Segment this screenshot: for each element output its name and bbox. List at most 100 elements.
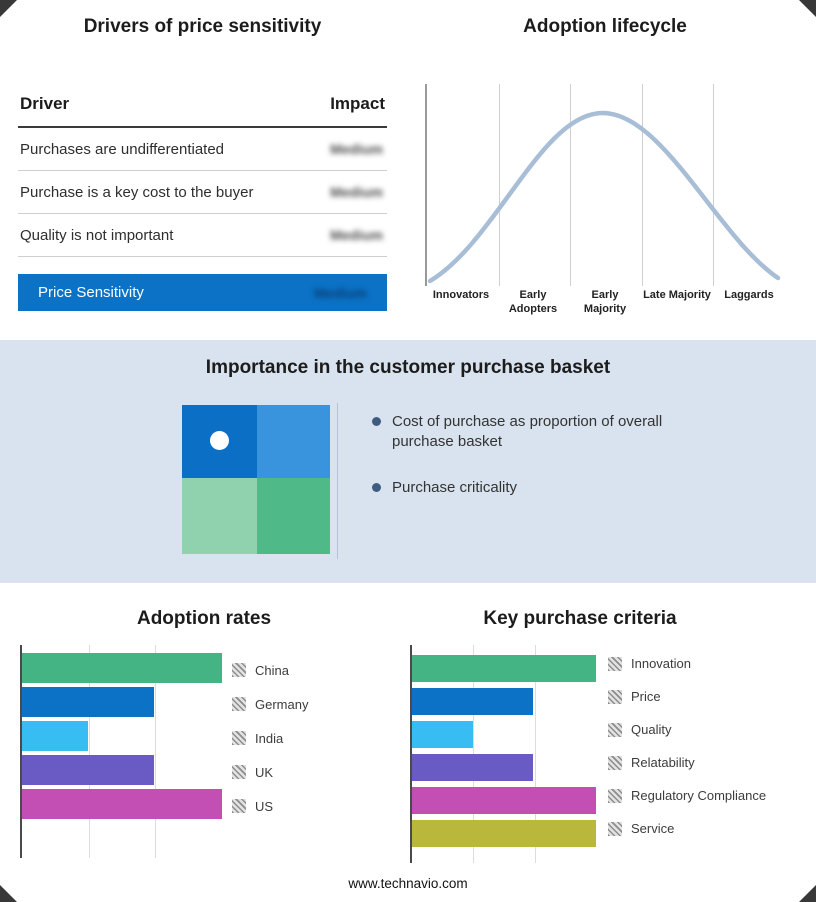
quadrant-top-right: [257, 405, 330, 478]
key-purchase-criteria-title: Key purchase criteria: [483, 608, 677, 629]
legend-swatch-icon: [232, 731, 246, 745]
adoption-curve: [427, 110, 781, 284]
adoption-rates-legend: China Germany India UK US: [232, 653, 308, 823]
bar-germany: [22, 687, 154, 717]
legend-swatch-icon: [608, 755, 622, 770]
legend-label: Price: [631, 689, 661, 704]
legend-swatch-icon: [232, 799, 246, 813]
legend-item: US: [232, 789, 308, 823]
key-purchase-criteria-panel: Key purchase criteria Innovation Price Q…: [400, 600, 816, 863]
legend-label: Service: [631, 821, 675, 836]
gridline: [498, 84, 500, 286]
legend-swatch-icon: [232, 765, 246, 779]
corner-decoration: [0, 885, 17, 902]
column-header-driver: Driver: [20, 94, 70, 113]
legend-label: Relatability: [631, 755, 695, 770]
table-row: Purchases are undifferentiated Medium: [18, 128, 387, 171]
lifecycle-title: Adoption lifecycle: [523, 16, 687, 37]
adoption-rates-title: Adoption rates: [136, 608, 272, 629]
bar-uk: [22, 755, 154, 785]
gridline: [155, 645, 157, 858]
corner-decoration: [799, 885, 816, 902]
column-header-impact: Impact: [330, 94, 385, 113]
price-sensitivity-value-redacted: Medium: [314, 284, 367, 301]
basket-title: Importance in the customer purchase bask…: [205, 357, 611, 378]
gridline: [641, 84, 643, 286]
bar-india: [22, 721, 88, 751]
quadrant-bottom-left: [182, 478, 257, 554]
legend-label: Germany: [255, 696, 309, 712]
table-row: Purchase is a key cost to the buyer Medi…: [18, 171, 387, 214]
stage-label-late-majority: Late Majority: [643, 289, 711, 301]
legend-swatch-icon: [608, 722, 622, 737]
adoption-rates-panel: Adoption rates China Germany India UK US: [0, 600, 408, 858]
key-purchase-criteria-chart: [410, 645, 596, 863]
quadrant-graphic: [182, 405, 330, 554]
legend-swatch-icon: [232, 697, 246, 711]
bar-group: [412, 645, 596, 847]
stage-label-early-majority: Early Majority: [583, 289, 627, 315]
bar-group: [22, 645, 222, 819]
legend-item: Germany: [232, 687, 308, 721]
impact-cell-redacted: Medium: [330, 227, 383, 243]
legend-swatch-icon: [232, 663, 246, 677]
adoption-curve-svg: [427, 110, 781, 284]
impact-cell-redacted: Medium: [330, 184, 383, 200]
gridline: [88, 645, 90, 858]
legend-swatch-icon: [608, 689, 622, 704]
bar-relatability: [412, 754, 534, 781]
legend-label: Innovation: [631, 656, 691, 671]
gridline: [713, 84, 715, 286]
position-dot-marker: [210, 431, 229, 450]
legend-label: China: [255, 662, 289, 678]
legend-label: India: [255, 730, 284, 746]
legend-swatch-icon: [608, 821, 622, 836]
purchase-basket-band: Importance in the customer purchase bask…: [0, 340, 816, 583]
price-sensitivity-label: Price Sensitivity: [38, 284, 144, 301]
legend-label: Regulatory Compliance: [631, 788, 767, 803]
lifecycle-stage-labels: Innovators Early Adopters Early Majority…: [425, 289, 785, 317]
legend-swatch-icon: [608, 656, 622, 671]
legend-item: India: [232, 721, 308, 755]
corner-decoration: [799, 0, 816, 17]
legend-item: Service: [608, 812, 766, 845]
legend-item: Quality: [608, 713, 766, 746]
bullet-item: Purchase criticality: [372, 478, 672, 498]
stage-label-early-adopters: Early Adopters: [508, 289, 558, 315]
bar-quality: [412, 721, 473, 748]
bell-curve-chart: [425, 84, 785, 286]
bullet-icon: [372, 482, 381, 492]
bullet-text: Purchase criticality: [392, 478, 518, 496]
legend-label: UK: [255, 764, 274, 780]
table-header: Driver Impact: [18, 94, 387, 128]
drivers-panel: Drivers of price sensitivity Driver Impa…: [18, 16, 387, 311]
bar-regulatory-compliance: [412, 787, 596, 814]
bar-us: [22, 789, 222, 819]
quadrant-divider-line: [337, 403, 338, 559]
stage-label-laggards: Laggards: [724, 289, 774, 301]
legend-item: Regulatory Compliance: [608, 779, 766, 812]
driver-cell: Purchases are undifferentiated: [20, 140, 225, 158]
website-link[interactable]: www.technavio.com: [348, 876, 468, 891]
legend-item: China: [232, 653, 308, 687]
impact-cell-redacted: Medium: [330, 141, 383, 157]
driver-cell: Quality is not important: [20, 226, 174, 244]
bullet-icon: [372, 417, 381, 426]
corner-decoration: [0, 0, 17, 17]
drivers-title: Drivers of price sensitivity: [83, 16, 322, 37]
bullet-item: Cost of purchase as proportion of overal…: [372, 412, 672, 452]
bullet-text: Cost of purchase as proportion of overal…: [392, 413, 663, 450]
bar-service: [412, 820, 596, 847]
legend-item: Price: [608, 680, 766, 713]
quadrant-bottom-right: [257, 478, 330, 554]
driver-cell: Purchase is a key cost to the buyer: [20, 183, 254, 201]
price-sensitivity-summary-bar: Price Sensitivity Medium: [18, 274, 387, 311]
legend-label: US: [255, 798, 274, 814]
adoption-lifecycle-panel: Adoption lifecycle Innovators Early Adop…: [425, 16, 785, 317]
legend-item: Innovation: [608, 647, 766, 680]
legend-label: Quality: [631, 722, 672, 737]
legend-swatch-icon: [608, 788, 622, 803]
adoption-rates-chart: [20, 645, 222, 858]
gridline: [534, 645, 536, 863]
